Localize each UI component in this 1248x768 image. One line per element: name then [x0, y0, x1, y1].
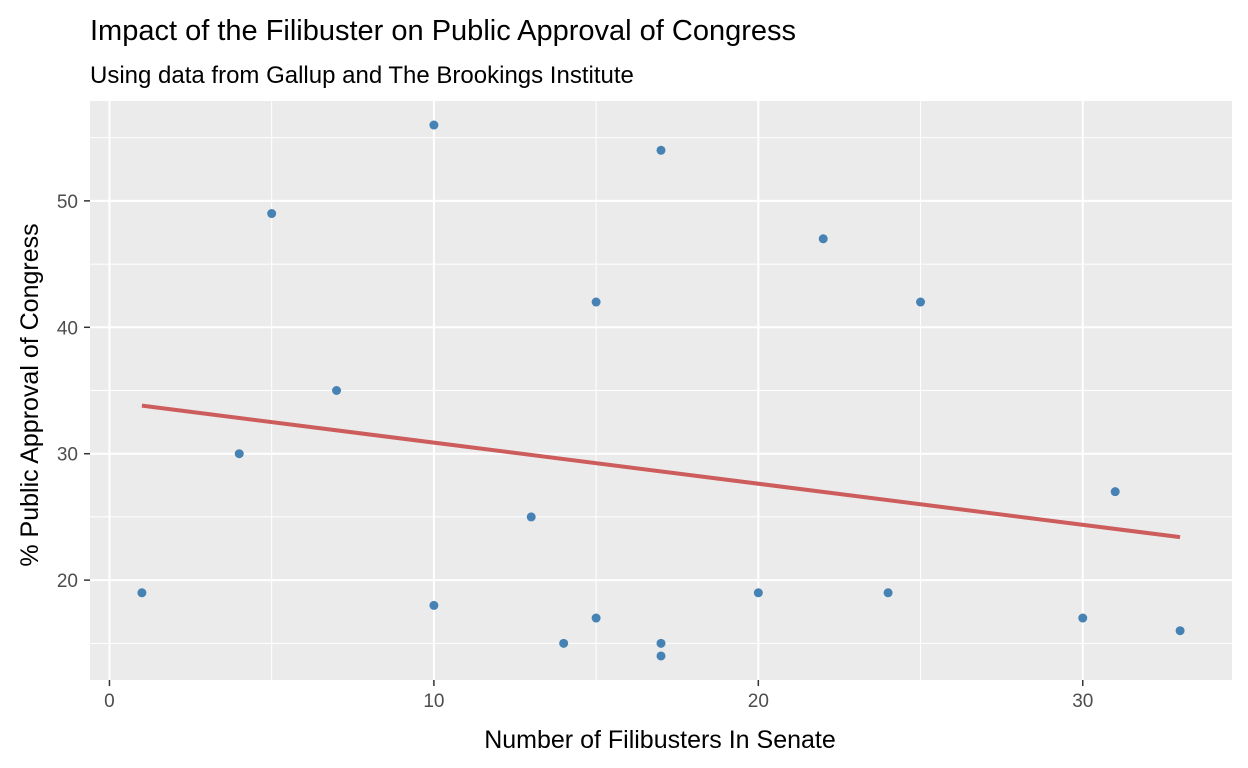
chart-title: Impact of the Filibuster on Public Appro…: [90, 15, 796, 47]
data-point: [1078, 613, 1088, 623]
data-point: [818, 234, 828, 244]
data-point: [1110, 487, 1120, 497]
data-point: [591, 613, 601, 623]
x-tick-label: 10: [423, 691, 444, 712]
data-points: [137, 120, 1185, 661]
y-axis-title: % Public Approval of Congress: [16, 223, 44, 566]
data-point: [429, 120, 439, 130]
y-tick-label: 20: [57, 571, 78, 592]
data-point: [656, 145, 666, 155]
data-point: [234, 449, 244, 459]
data-point: [656, 638, 666, 648]
trend-line-group: [141, 403, 1181, 540]
trend-line: [141, 403, 1181, 540]
data-point: [753, 588, 763, 598]
chart-subtitle: Using data from Gallup and The Brookings…: [90, 62, 634, 89]
x-tick-label: 30: [1072, 691, 1093, 712]
data-point: [429, 600, 439, 610]
data-point: [656, 651, 666, 661]
data-point: [137, 588, 147, 598]
data-point: [559, 638, 569, 648]
data-point: [916, 297, 926, 307]
data-point: [883, 588, 893, 598]
x-tick-label: 20: [748, 691, 769, 712]
y-tick-label: 30: [57, 445, 78, 466]
major-gridlines: [90, 101, 1232, 680]
y-axis-ticks: 20 30 40 50: [57, 192, 90, 592]
data-point: [526, 512, 536, 522]
data-point: [591, 297, 601, 307]
x-axis-title: Number of Filibusters In Senate: [484, 726, 836, 754]
y-tick-label: 50: [57, 192, 78, 213]
x-axis-ticks: 0 10 20 30: [104, 680, 1093, 712]
y-tick-label: 40: [57, 318, 78, 339]
data-point: [267, 209, 277, 219]
data-point: [1175, 626, 1185, 636]
data-point: [332, 386, 342, 395]
x-tick-label: 0: [104, 691, 115, 712]
